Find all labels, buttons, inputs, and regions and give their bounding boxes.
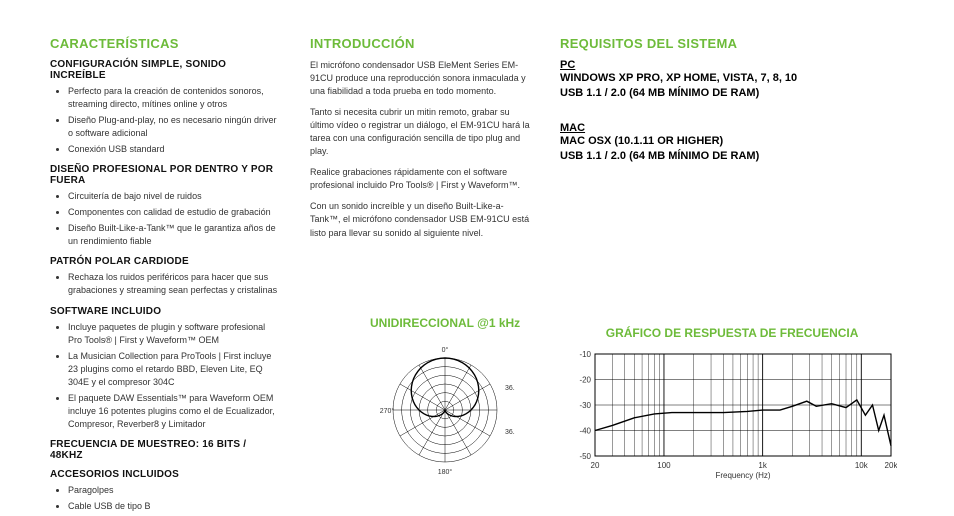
svg-text:-10: -10 — [580, 350, 592, 359]
freq-title: GRÁFICO DE RESPUESTA DE FRECUENCIA — [560, 326, 904, 340]
list-item: Cable USB de tipo B — [68, 500, 280, 513]
svg-text:0°: 0° — [442, 346, 449, 354]
features-sub2: DISEÑO PROFESIONAL POR DENTRO Y POR FUER… — [50, 164, 280, 186]
features-title: CARACTERÍSTICAS — [50, 36, 280, 51]
svg-text:-40: -40 — [580, 427, 592, 436]
list-item: Conexión USB standard — [68, 143, 280, 156]
sysreq-pc-heading: PC — [560, 59, 830, 71]
sysreq-mac-heading: MAC — [560, 122, 830, 134]
intro-p: Con un sonido increíble y un diseño Buil… — [310, 200, 530, 239]
list-item: Circuitería de bajo nivel de ruidos — [68, 190, 280, 203]
list-item: Diseño Plug-and-play, no es necesario ni… — [68, 114, 280, 140]
svg-text:270°: 270° — [380, 407, 395, 415]
sysreq-title: REQUISITOS DEL SISTEMA — [560, 36, 830, 51]
list-item: Incluye paquetes de plugin y software pr… — [68, 321, 280, 347]
sysreq-line: MAC OSX (10.1.11 OR HIGHER) — [560, 134, 830, 149]
list-item: Diseño Built-Like-a-Tank™ que le garanti… — [68, 222, 280, 248]
features-sub5: FRECUENCIA DE MUESTREO: 16 BITS / 48KHZ — [50, 439, 280, 461]
svg-text:100: 100 — [657, 461, 671, 470]
svg-text:Frequency (Hz): Frequency (Hz) — [716, 471, 771, 480]
features-list4: Incluye paquetes de plugin y software pr… — [50, 321, 280, 431]
list-item: La Musician Collection para ProTools | F… — [68, 350, 280, 389]
features-column: CARACTERÍSTICAS CONFIGURACIÓN SIMPLE, SO… — [50, 36, 280, 516]
svg-text:36.0: 36.0 — [505, 385, 515, 392]
polar-chart: 0° 180° 270° 36.0 36.0 — [375, 340, 515, 480]
svg-text:-50: -50 — [580, 452, 592, 461]
features-list1: Perfecto para la creación de contenidos … — [50, 85, 280, 156]
svg-text:1k: 1k — [758, 461, 767, 470]
list-item: Perfecto para la creación de contenidos … — [68, 85, 280, 111]
svg-text:36.0: 36.0 — [505, 429, 515, 436]
polar-chart-block: UNIDIRECCIONAL @1 kHz 0° 180° 270° 36.0 36.0 — [370, 316, 520, 485]
features-sub1: CONFIGURACIÓN SIMPLE, SONIDO INCREÍBLE — [50, 59, 280, 81]
svg-text:10k: 10k — [855, 461, 869, 470]
features-sub3: PATRÓN POLAR CARDIODE — [50, 256, 280, 267]
sysreq-line: USB 1.1 / 2.0 (64 MB MÍNIMO DE RAM) — [560, 86, 830, 101]
svg-text:20: 20 — [591, 461, 600, 470]
sysreq-line: USB 1.1 / 2.0 (64 MB MÍNIMO DE RAM) — [560, 149, 830, 164]
list-item: Componentes con calidad de estudio de gr… — [68, 206, 280, 219]
svg-text:-30: -30 — [580, 401, 592, 410]
features-sub4: SOFTWARE INCLUIDO — [50, 306, 280, 317]
svg-text:20k: 20k — [885, 461, 897, 470]
intro-p: Tanto si necesita cubrir un mitin remoto… — [310, 106, 530, 158]
features-sub6: ACCESORIOS INCLUIDOS — [50, 469, 280, 480]
polar-title: UNIDIRECCIONAL @1 kHz — [370, 316, 520, 330]
list-item: Paragolpes — [68, 484, 280, 497]
features-list2: Circuitería de bajo nivel de ruidos Comp… — [50, 190, 280, 248]
svg-text:-20: -20 — [580, 376, 592, 385]
intro-title: INTRODUCCIÓN — [310, 36, 530, 51]
freq-chart: -10 -20 -30 -40 -5020 100 1k 10k 20k Frequency (H… — [567, 350, 897, 480]
sysreq-line: WINDOWS XP PRO, XP HOME, VISTA, 7, 8, 10 — [560, 71, 830, 86]
list-item: El paquete DAW Essentials™ para Waveform… — [68, 392, 280, 431]
svg-text:180°: 180° — [438, 468, 453, 476]
freq-chart-block: GRÁFICO DE RESPUESTA DE FRECUENCIA -10 -2… — [560, 326, 904, 485]
features-list3: Rechaza los ruidos periféricos para hace… — [50, 271, 280, 297]
intro-p: El micrófono condensador USB EleMent Ser… — [310, 59, 530, 98]
intro-p: Realice grabaciones rápidamente con el s… — [310, 166, 530, 192]
list-item: Rechaza los ruidos periféricos para hace… — [68, 271, 280, 297]
